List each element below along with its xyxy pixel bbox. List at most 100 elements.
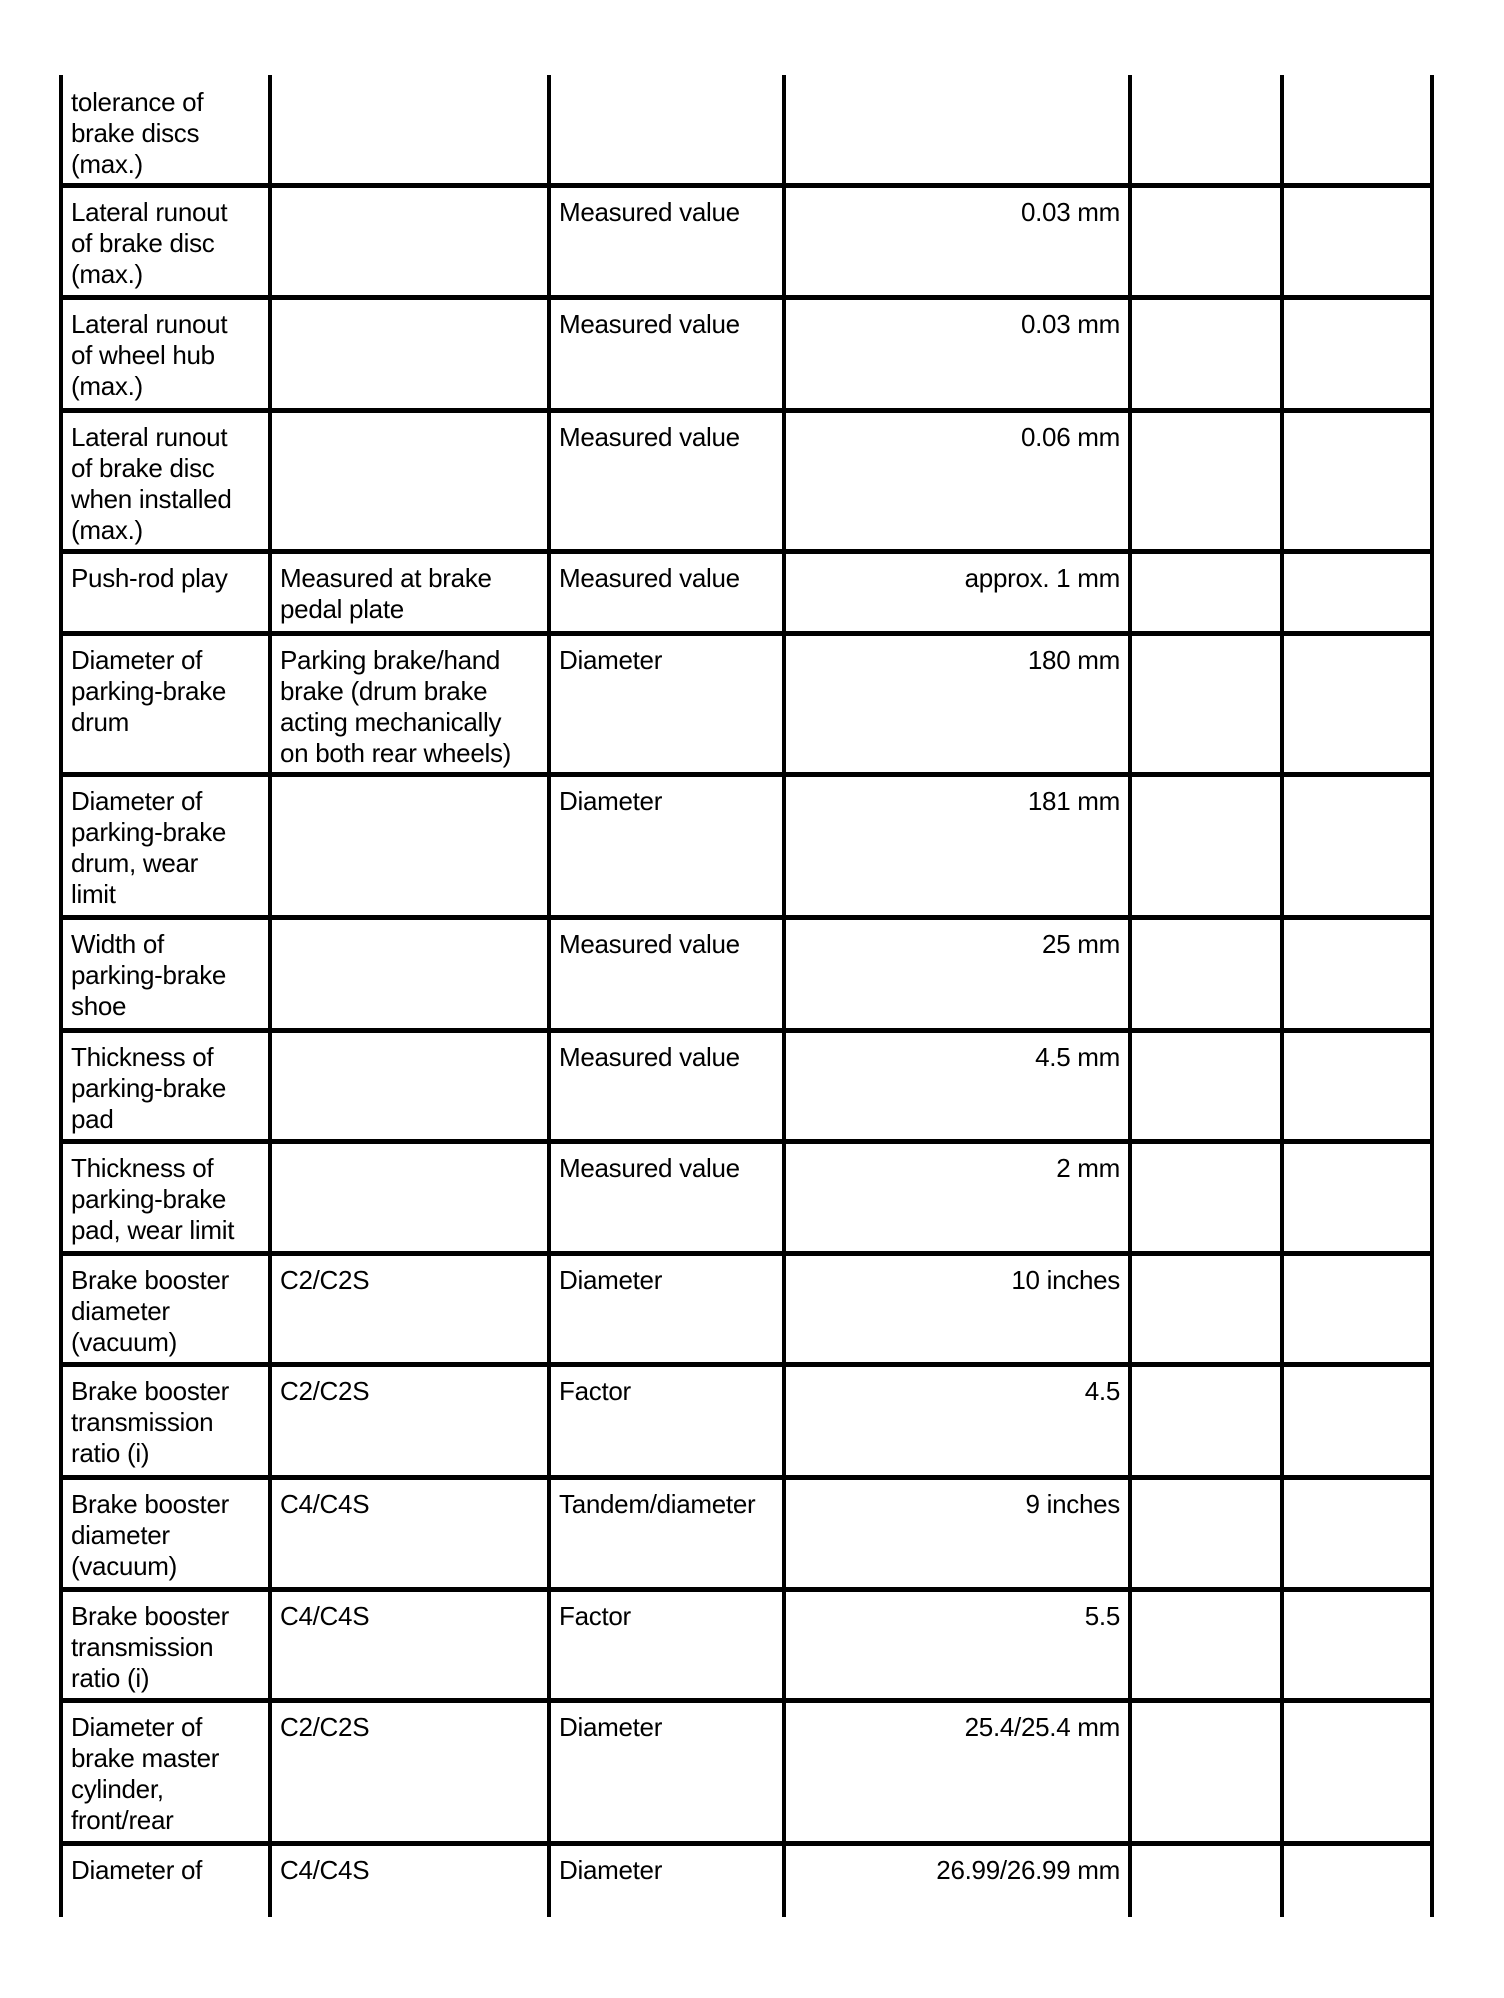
type-cell: Diameter bbox=[559, 1855, 663, 1885]
type-cell: Tandem/diameter bbox=[559, 1489, 756, 1519]
extra-cell-1 bbox=[1140, 778, 1272, 786]
condition-cell: C2/C2S bbox=[280, 1712, 370, 1742]
value-cell bbox=[794, 79, 1120, 87]
type-cell: Measured value bbox=[559, 1042, 740, 1072]
extra-cell-1 bbox=[1140, 555, 1272, 563]
parameter-cell: Push-rod play bbox=[71, 563, 228, 593]
extra-cell-2 bbox=[1292, 301, 1422, 309]
condition-cell bbox=[280, 921, 539, 929]
value-cell: 0.03 mm bbox=[1020, 309, 1120, 339]
row-divider bbox=[59, 631, 1434, 636]
condition-cell bbox=[280, 189, 539, 197]
extra-cell-1 bbox=[1140, 1034, 1272, 1042]
extra-cell-1 bbox=[1140, 414, 1272, 422]
column-divider bbox=[1128, 75, 1132, 1917]
extra-cell-1 bbox=[1140, 1257, 1272, 1265]
extra-cell-2 bbox=[1292, 921, 1422, 929]
row-divider bbox=[59, 1251, 1434, 1256]
extra-cell-1 bbox=[1140, 1593, 1272, 1601]
condition-cell bbox=[280, 79, 539, 87]
parameter-cell: Diameter of brake master cylinder, front… bbox=[71, 1712, 220, 1835]
extra-cell-2 bbox=[1292, 1368, 1422, 1376]
condition-cell: Parking brake/hand brake (drum brake act… bbox=[280, 645, 512, 768]
extra-cell-1 bbox=[1140, 189, 1272, 197]
type-cell bbox=[559, 79, 774, 87]
value-cell: 9 inches bbox=[1025, 1489, 1121, 1519]
parameter-cell: Width of parking-brake shoe bbox=[71, 929, 227, 1021]
extra-cell-2 bbox=[1292, 637, 1422, 645]
type-cell: Measured value bbox=[559, 197, 740, 227]
type-cell: Factor bbox=[559, 1376, 631, 1406]
type-cell: Measured value bbox=[559, 1153, 740, 1183]
condition-cell: Measured at brake pedal plate bbox=[280, 563, 492, 624]
condition-cell bbox=[280, 301, 539, 309]
parameter-cell: Thickness of parking-brake pad, wear lim… bbox=[71, 1153, 235, 1245]
extra-cell-1 bbox=[1140, 79, 1272, 87]
column-divider bbox=[59, 75, 63, 1917]
value-cell: approx. 1 mm bbox=[964, 563, 1121, 593]
parameter-cell: Brake booster transmission ratio (i) bbox=[71, 1601, 229, 1693]
type-cell: Measured value bbox=[559, 929, 740, 959]
row-divider bbox=[59, 295, 1434, 300]
extra-cell-2 bbox=[1292, 189, 1422, 197]
parameter-cell: Brake booster transmission ratio (i) bbox=[71, 1376, 229, 1468]
parameter-cell: Brake booster diameter (vacuum) bbox=[71, 1265, 229, 1357]
row-divider bbox=[59, 772, 1434, 777]
extra-cell-1 bbox=[1140, 1704, 1272, 1712]
value-cell: 10 inches bbox=[1011, 1265, 1120, 1295]
type-cell: Measured value bbox=[559, 563, 740, 593]
row-divider bbox=[59, 408, 1434, 413]
parameter-cell: Lateral runout of brake disc (max.) bbox=[71, 197, 228, 289]
row-divider bbox=[59, 1698, 1434, 1703]
parameter-cell: Diameter of bbox=[71, 1855, 203, 1885]
row-divider bbox=[59, 1841, 1434, 1846]
row-divider bbox=[59, 1028, 1434, 1033]
extra-cell-2 bbox=[1292, 1704, 1422, 1712]
extra-cell-2 bbox=[1292, 1847, 1422, 1855]
extra-cell-2 bbox=[1292, 79, 1422, 87]
type-cell: Measured value bbox=[559, 309, 740, 339]
extra-cell-1 bbox=[1140, 1481, 1272, 1489]
extra-cell-2 bbox=[1292, 778, 1422, 786]
value-cell: 4.5 bbox=[1084, 1376, 1121, 1406]
value-cell: 25 mm bbox=[1042, 929, 1120, 959]
extra-cell-2 bbox=[1292, 1034, 1422, 1042]
extra-cell-1 bbox=[1140, 1368, 1272, 1376]
value-cell: 2 mm bbox=[1056, 1153, 1120, 1183]
extra-cell-2 bbox=[1292, 555, 1422, 563]
value-cell: 25.4/25.4 mm bbox=[964, 1712, 1121, 1742]
value-cell: 180 mm bbox=[1027, 645, 1120, 675]
condition-cell: C4/C4S bbox=[280, 1601, 370, 1631]
type-cell: Diameter bbox=[559, 1265, 663, 1295]
row-divider bbox=[59, 1587, 1434, 1592]
extra-cell-2 bbox=[1292, 1145, 1422, 1153]
column-divider bbox=[1280, 75, 1284, 1917]
row-divider bbox=[59, 183, 1434, 188]
row-divider bbox=[59, 915, 1434, 920]
row-divider bbox=[59, 1139, 1434, 1144]
condition-cell bbox=[280, 1034, 539, 1042]
value-cell: 4.5 mm bbox=[1035, 1042, 1120, 1072]
extra-cell-2 bbox=[1292, 414, 1422, 422]
extra-cell-2 bbox=[1292, 1593, 1422, 1601]
type-cell: Diameter bbox=[559, 786, 663, 816]
column-divider bbox=[268, 75, 272, 1917]
value-cell: 0.06 mm bbox=[1020, 422, 1120, 452]
parameter-cell: Lateral runout of brake disc when instal… bbox=[71, 422, 232, 545]
parameter-cell: tolerance of brake discs (max.) bbox=[71, 87, 204, 179]
column-divider bbox=[782, 75, 786, 1917]
parameter-cell: Brake booster diameter (vacuum) bbox=[71, 1489, 229, 1581]
extra-cell-1 bbox=[1140, 637, 1272, 645]
parameter-cell: Thickness of parking-brake pad bbox=[71, 1042, 227, 1134]
type-cell: Factor bbox=[559, 1601, 631, 1631]
value-cell: 0.03 mm bbox=[1020, 197, 1120, 227]
column-divider bbox=[547, 75, 551, 1917]
value-cell: 181 mm bbox=[1027, 786, 1120, 816]
type-cell: Diameter bbox=[559, 1712, 663, 1742]
parameter-cell: Diameter of parking-brake drum, wear lim… bbox=[71, 786, 227, 909]
extra-cell-1 bbox=[1140, 1145, 1272, 1153]
condition-cell bbox=[280, 414, 539, 422]
row-divider bbox=[59, 1362, 1434, 1367]
condition-cell bbox=[280, 778, 539, 786]
